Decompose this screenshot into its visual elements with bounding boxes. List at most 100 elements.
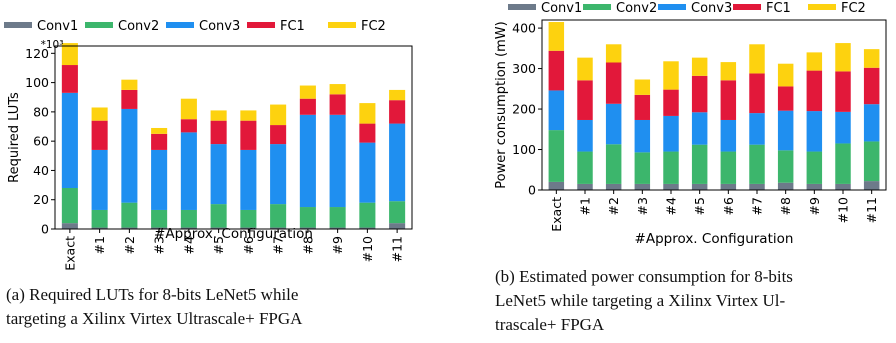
legend-label-conv1: Conv1 [541, 1, 582, 16]
bar-conv1-exact [548, 181, 565, 190]
x-tick-label-7: #7 [271, 236, 286, 254]
x-tick-label-5: #5 [692, 197, 707, 215]
bar-conv1-exact [61, 223, 78, 229]
power-stacked-bar-chart: Conv1 Conv2 Conv3 FC1 FC2 0 100 200 300 400 Exact #… [494, 1, 887, 247]
x-tick-label-2: #2 [606, 197, 621, 215]
bar-conv1-5 [691, 183, 708, 190]
x-tick-label-11: #11 [390, 236, 405, 262]
y-tick-label-20: 20 [33, 192, 49, 207]
legend-label-fc2: FC2 [841, 1, 866, 16]
chart-panel-power: Conv1 Conv2 Conv3 FC1 FC2 0 100 200 300 400 Exact #… [450, 0, 896, 343]
bar-conv3-7 [270, 144, 287, 205]
y-tick-label-60: 60 [33, 134, 49, 149]
bar-conv2-11 [863, 141, 880, 182]
legend: Conv1 Conv2 Conv3 FC1 FC2 [508, 1, 866, 16]
bar-conv3-2 [605, 103, 622, 145]
bar-conv2-3 [634, 152, 651, 184]
bar-conv2-4 [663, 151, 679, 184]
bar-conv3-11 [389, 123, 406, 202]
bar-fc2-9 [329, 84, 346, 95]
bar-conv2-3 [151, 209, 168, 228]
bars [548, 22, 880, 190]
x-tick-label-2: #2 [122, 236, 137, 254]
bar-fc1-4 [180, 119, 197, 133]
bar-conv2-4 [180, 209, 197, 228]
bar-conv3-7 [749, 113, 765, 145]
bar-conv3-9 [806, 111, 823, 152]
bar-conv2-10 [835, 143, 851, 184]
bar-conv2-2 [605, 144, 622, 184]
bar-fc1-1 [577, 80, 593, 120]
bar-fc2-3 [151, 127, 168, 134]
legend: Conv1 Conv2 Conv3 FC1 FC2 [4, 19, 386, 34]
bar-conv3-6 [240, 149, 257, 210]
y-tick-label-100: 100 [25, 75, 49, 90]
bar-conv3-5 [691, 112, 708, 145]
bar-conv3-3 [634, 119, 651, 153]
x-tick-label-1: #1 [92, 236, 107, 254]
bar-fc2-6 [240, 110, 257, 121]
bar-fc1-1 [91, 120, 108, 150]
bar-fc2-4 [180, 98, 197, 120]
bar-conv2-6 [240, 209, 257, 228]
legend-swatch-fc2 [808, 4, 836, 10]
bar-fc2-5 [210, 110, 227, 121]
bar-conv3-2 [121, 108, 138, 203]
bar-conv1-11 [863, 181, 880, 190]
x-tick-label-exact: Exact [549, 197, 564, 232]
bar-conv1-8 [299, 227, 316, 229]
x-tick-label-7: #7 [750, 197, 765, 215]
bar-fc1-11 [863, 67, 880, 105]
legend-swatch-conv3 [166, 22, 194, 28]
bar-fc2-exact [548, 22, 565, 51]
bar-fc2-5 [691, 57, 708, 76]
bar-conv1-9 [329, 227, 346, 229]
bar-fc1-6 [240, 120, 257, 150]
plot-frame [54, 45, 413, 230]
y-tick-label-200: 200 [512, 102, 536, 117]
x-tick-label-3: #3 [635, 197, 650, 215]
bar-conv2-9 [329, 207, 346, 228]
bar-fc1-6 [720, 80, 737, 120]
y-tick-label-0: 0 [528, 183, 536, 198]
bars [61, 43, 406, 229]
bar-conv3-1 [577, 119, 593, 152]
bar-conv1-11 [389, 223, 406, 229]
bar-fc2-2 [605, 44, 622, 63]
bar-fc2-8 [777, 63, 794, 87]
bar-conv1-1 [577, 183, 593, 190]
bar-conv2-2 [121, 202, 138, 228]
bar-fc1-3 [151, 133, 168, 150]
bar-conv2-1 [91, 209, 108, 228]
bar-fc1-4 [663, 89, 679, 116]
y-axis-label: Power consumption (mW) [494, 21, 509, 188]
x-tick-label-4: #4 [664, 197, 679, 215]
bar-conv1-1 [91, 227, 108, 229]
bar-fc2-8 [299, 85, 316, 99]
bar-conv1-2 [605, 183, 622, 190]
legend-swatch-conv3 [658, 4, 686, 10]
bar-fc2-10 [835, 43, 851, 72]
legend-swatch-fc1 [733, 4, 761, 10]
bar-conv3-6 [720, 119, 737, 152]
bar-fc2-7 [749, 44, 765, 74]
caption-luts: (a) Required LUTs for 8-bits LeNet5 whil… [6, 285, 303, 328]
bar-fc2-4 [663, 61, 679, 90]
bar-fc1-2 [605, 62, 622, 104]
bar-conv2-8 [777, 150, 794, 183]
bar-conv3-10 [835, 111, 851, 144]
bar-fc2-11 [863, 49, 880, 68]
y-tick-label-120: 120 [25, 46, 49, 61]
bar-conv1-10 [359, 227, 376, 229]
bar-fc2-11 [389, 89, 406, 101]
bar-fc2-2 [121, 79, 138, 90]
bar-fc2-exact [61, 43, 78, 66]
x-tick-label-9: #9 [330, 236, 345, 254]
bar-conv3-5 [210, 144, 227, 205]
x-tick-label-8: #8 [300, 236, 315, 254]
x-tick-label-9: #9 [807, 197, 822, 215]
bar-fc1-2 [121, 89, 138, 109]
x-tick-label-4: #4 [181, 236, 196, 254]
bar-conv3-8 [777, 110, 794, 151]
bar-conv1-10 [835, 183, 851, 190]
